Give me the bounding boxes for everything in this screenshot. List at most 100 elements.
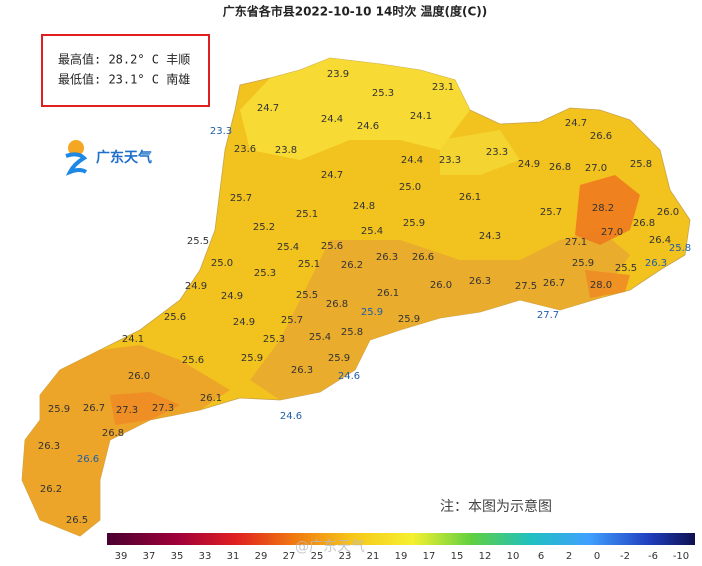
station-temp: 27.0 — [585, 163, 607, 174]
station-temp: 27.5 — [515, 281, 537, 292]
station-temp: 24.1 — [122, 334, 144, 345]
station-temp: 26.3 — [469, 276, 491, 287]
station-temp: 26.2 — [40, 484, 62, 495]
station-temp: 26.1 — [377, 288, 399, 299]
station-temp: 25.0 — [399, 182, 421, 193]
station-temp: 23.8 — [275, 145, 297, 156]
station-temp: 24.7 — [321, 170, 343, 181]
legend-label: 27 — [283, 551, 296, 562]
warm-region — [250, 230, 630, 400]
station-temp: 25.9 — [398, 314, 420, 325]
stats-box — [41, 34, 210, 107]
station-temp: 25.9 — [361, 307, 383, 318]
station-temp: 24.1 — [410, 111, 432, 122]
legend-label: 35 — [171, 551, 184, 562]
station-temp: 23.6 — [234, 144, 256, 155]
station-temp: 23.3 — [210, 126, 232, 137]
legend-label: -6 — [648, 551, 658, 562]
station-temp: 25.7 — [281, 315, 303, 326]
station-temp: 25.5 — [615, 263, 637, 274]
legend-label: 33 — [199, 551, 212, 562]
station-temp: 26.3 — [376, 252, 398, 263]
logo-mark — [65, 152, 88, 176]
hot-region — [585, 270, 630, 298]
station-temp: 24.6 — [338, 371, 360, 382]
station-temp: 27.1 — [565, 237, 587, 248]
station-temp: 27.0 — [601, 227, 623, 238]
station-temp: 26.3 — [645, 258, 667, 269]
min-stat: 最低值: 23.1° C 南雄 — [58, 72, 190, 87]
legend-bar — [107, 533, 695, 545]
station-temp: 26.0 — [128, 371, 150, 382]
station-temp: 26.6 — [590, 131, 612, 142]
station-temp: 24.8 — [353, 201, 375, 212]
note: 注：本图为示意图 — [440, 498, 552, 515]
station-temp: 23.3 — [486, 147, 508, 158]
title: 广东省各市县2022-10-10 14时次 温度(度(C)) — [223, 4, 488, 19]
station-temp: 25.4 — [277, 242, 299, 253]
legend-label: 29 — [255, 551, 268, 562]
legend-label: 15 — [451, 551, 464, 562]
station-temp: 26.6 — [412, 252, 434, 263]
station-temp: 25.6 — [182, 355, 204, 366]
station-temp: 26.7 — [83, 403, 105, 414]
station-temp: 26.6 — [77, 454, 99, 465]
station-temp: 25.6 — [321, 241, 343, 252]
station-temp: 25.5 — [187, 236, 209, 247]
cool-region — [440, 130, 520, 175]
station-temp: 24.3 — [479, 231, 501, 242]
station-temp: 25.3 — [372, 88, 394, 99]
station-temp: 25.9 — [241, 353, 263, 364]
station-temp: 24.6 — [357, 121, 379, 132]
watermark: @广东天气 — [295, 539, 365, 555]
station-temp: 26.4 — [649, 235, 671, 246]
station-temp: 26.0 — [657, 207, 679, 218]
station-temp: 25.0 — [211, 258, 233, 269]
warm-region — [22, 345, 230, 536]
legend-label: 6 — [538, 551, 544, 562]
station-temp: 24.9 — [221, 291, 243, 302]
legend-label: 10 — [507, 551, 520, 562]
station-temp: 26.5 — [66, 515, 88, 526]
station-temp: 26.0 — [430, 280, 452, 291]
logo-text: 广东天气 — [96, 149, 152, 166]
hot-region — [110, 392, 180, 425]
station-temp: 25.3 — [254, 268, 276, 279]
station-temp: 24.4 — [401, 155, 423, 166]
station-temp: 25.1 — [298, 259, 320, 270]
station-temp: 24.9 — [185, 281, 207, 292]
station-temp: 25.8 — [630, 159, 652, 170]
station-temp: 28.2 — [592, 203, 614, 214]
station-temp: 27.3 — [116, 405, 138, 416]
station-temp: 26.8 — [549, 162, 571, 173]
station-temp: 26.8 — [633, 218, 655, 229]
station-temp: 25.3 — [263, 334, 285, 345]
station-temp: 26.3 — [38, 441, 60, 452]
legend-label: 31 — [227, 551, 240, 562]
legend-label: 39 — [115, 551, 128, 562]
station-temp: 25.8 — [669, 243, 691, 254]
station-temp: 26.1 — [459, 192, 481, 203]
station-temp: 24.9 — [518, 159, 540, 170]
legend-label: 19 — [395, 551, 408, 562]
station-temp: 26.2 — [341, 260, 363, 271]
station-temp: 25.4 — [361, 226, 383, 237]
station-temp: 25.7 — [230, 193, 252, 204]
station-temp: 25.8 — [341, 327, 363, 338]
legend-label: 2 — [566, 551, 572, 562]
legend-label: 12 — [479, 551, 492, 562]
station-temp: 24.9 — [233, 317, 255, 328]
station-temp: 23.1 — [432, 82, 454, 93]
station-temp: 23.9 — [327, 69, 349, 80]
station-temp: 24.4 — [321, 114, 343, 125]
station-temp: 25.6 — [164, 312, 186, 323]
station-temp: 25.9 — [328, 353, 350, 364]
station-temp: 26.8 — [326, 299, 348, 310]
hot-region — [575, 175, 640, 245]
logo-sun — [68, 140, 84, 156]
station-temp: 23.3 — [439, 155, 461, 166]
legend-label: 21 — [367, 551, 380, 562]
station-temp: 24.6 — [280, 411, 302, 422]
station-temp: 25.9 — [572, 258, 594, 269]
